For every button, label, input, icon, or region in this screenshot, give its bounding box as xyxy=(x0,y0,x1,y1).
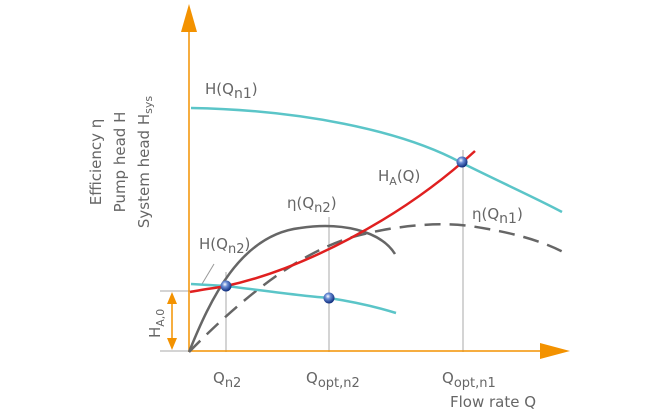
y-label-efficiency: Efficiency η xyxy=(87,119,105,206)
x-axis-label: Flow rate Q xyxy=(450,393,536,411)
operating-point-qopt-n1 xyxy=(456,156,468,168)
curve-ha-q xyxy=(189,150,476,294)
label-h-qn2: H(Qn2) xyxy=(199,235,250,257)
x-axis-arrow-icon xyxy=(540,343,570,359)
x-tick-qn2: Qn2 xyxy=(213,369,241,391)
label-ha-q: HA(Q) xyxy=(378,167,420,188)
y-axis-label: Efficiency η Pump head H System head Hsy… xyxy=(87,96,155,228)
y-label-system-head: System head Hsys xyxy=(135,96,155,228)
ha0-arrow-up-icon xyxy=(167,292,177,304)
operating-point-qn2 xyxy=(220,280,232,292)
operating-point-qopt-n2 xyxy=(323,292,335,304)
label-eta-qn2: η(Qn2) xyxy=(287,194,337,216)
label-h-qn1: H(Qn1) xyxy=(205,80,258,102)
curve-h-qn1 xyxy=(190,106,563,214)
ha0-label: HA,0 xyxy=(146,309,167,338)
curve-eta-qn1 xyxy=(188,223,564,353)
x-tick-qopt-n1: Qopt,n1 xyxy=(442,369,496,391)
y-label-pump-head: Pump head H xyxy=(111,112,129,213)
y-axis-arrow-icon xyxy=(181,4,197,32)
curve-eta-qn2 xyxy=(187,224,397,353)
ha0-arrow-down-icon xyxy=(167,338,177,350)
x-tick-qopt-n2: Qopt,n2 xyxy=(306,369,360,391)
leader-h-qn2 xyxy=(201,263,215,285)
label-eta-qn1: η(Qn1) xyxy=(472,205,523,227)
